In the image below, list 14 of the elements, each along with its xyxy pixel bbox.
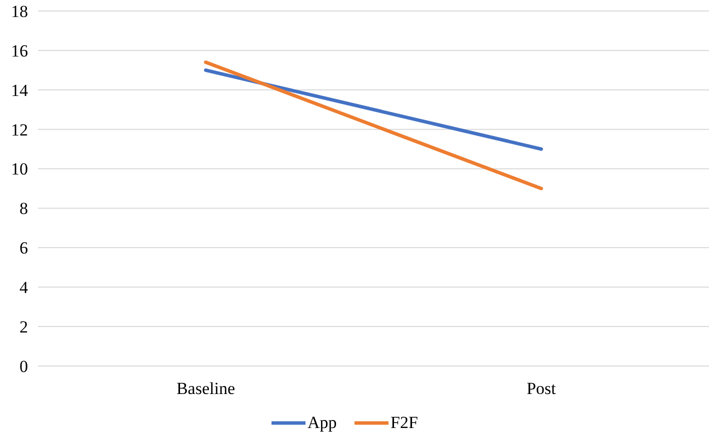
y-tick-label: 2 (20, 318, 28, 337)
y-tick-label: 6 (20, 238, 28, 258)
y-tick-label: 14 (11, 80, 28, 100)
y-tick-label: 4 (20, 278, 28, 298)
x-tick-label: Baseline (176, 379, 236, 398)
legend-label: App (308, 413, 337, 432)
x-tick-label: Post (526, 379, 556, 398)
y-tick-label: 12 (11, 120, 28, 140)
legend-label: F2F (390, 413, 418, 432)
y-tick-label: 18 (11, 2, 28, 21)
y-tick-label: 16 (11, 41, 28, 60)
y-tick-label: 0 (20, 356, 28, 376)
y-tick-label: 10 (11, 160, 28, 179)
y-tick-label: 8 (20, 199, 28, 218)
